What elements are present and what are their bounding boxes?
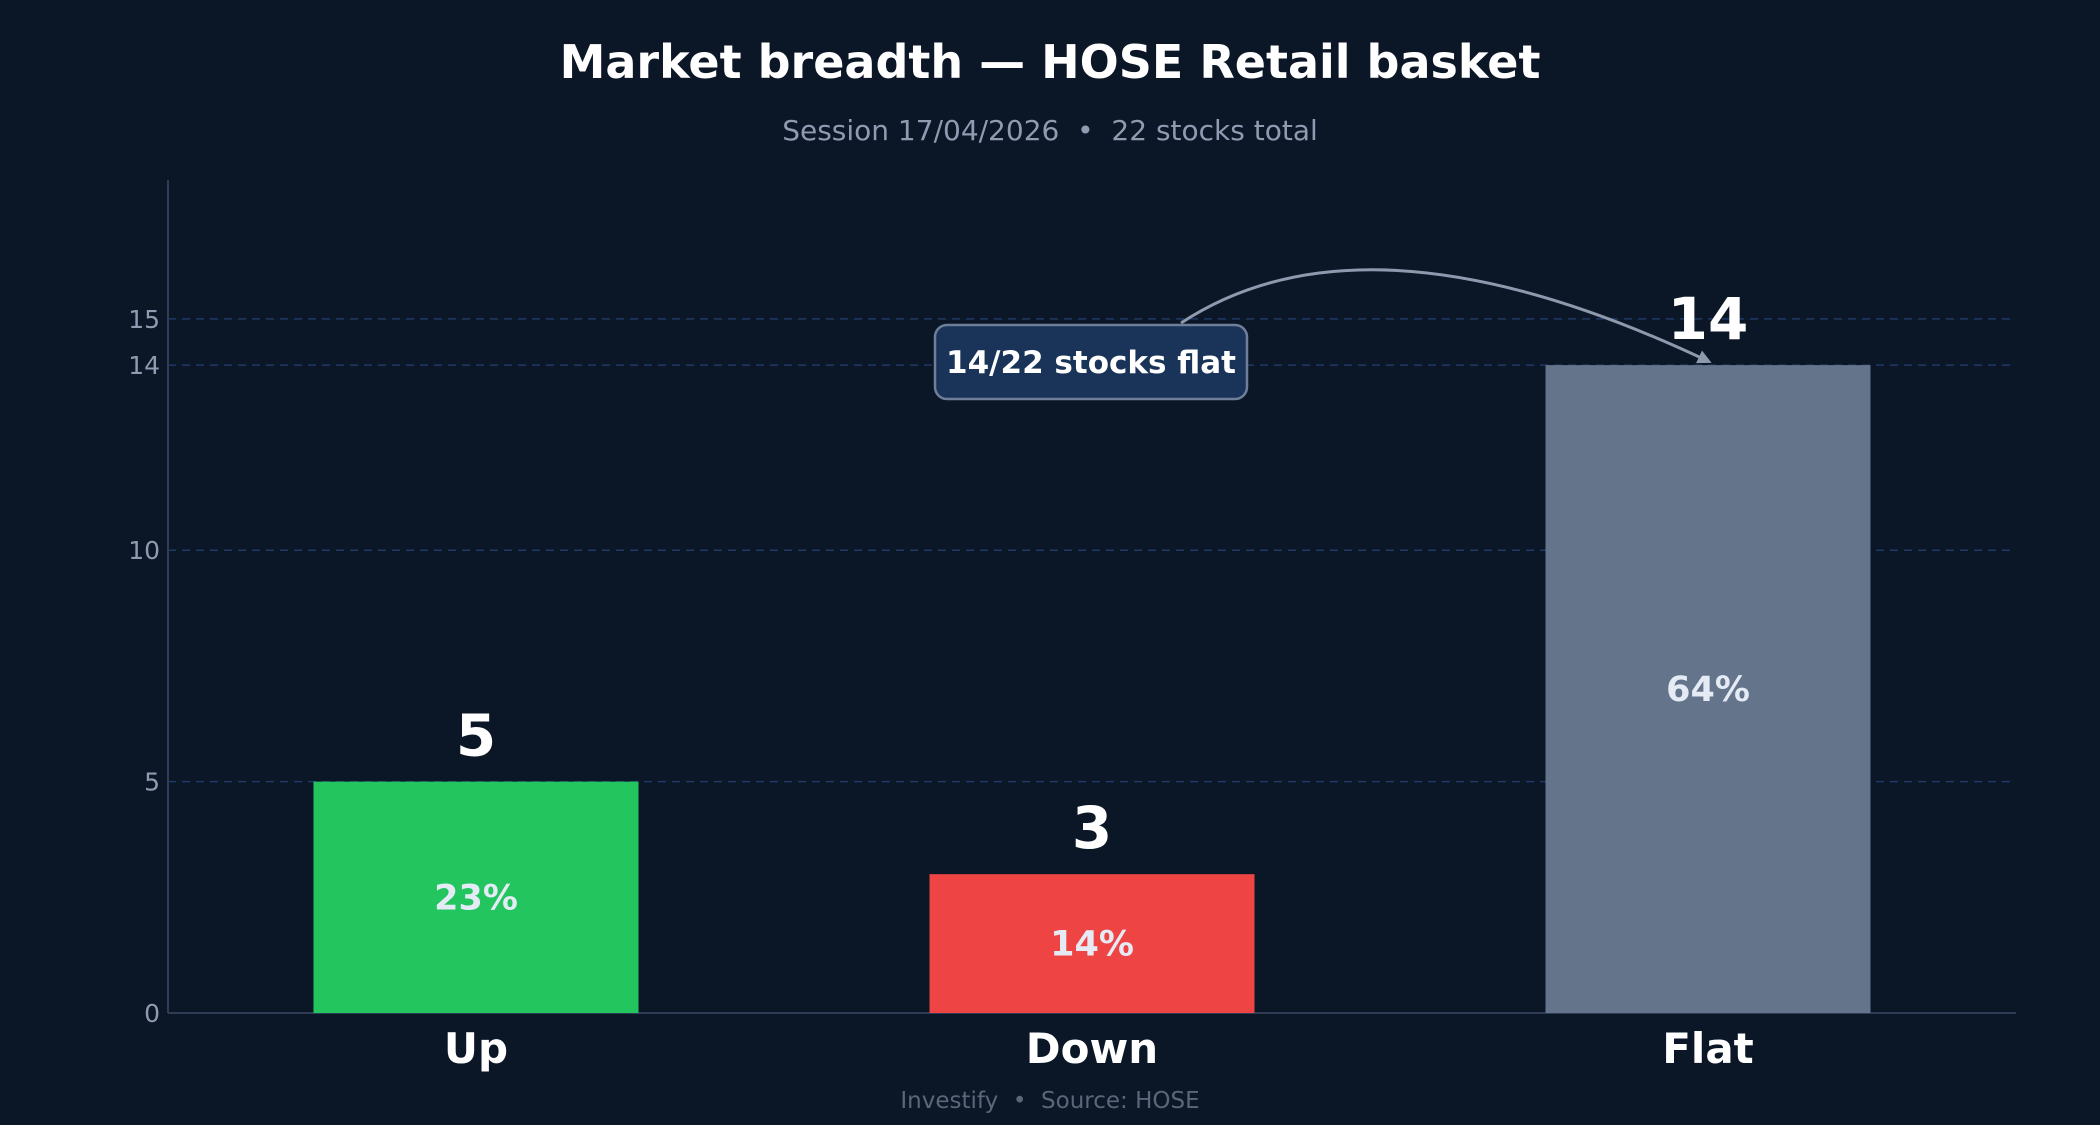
y-tick-label: 0 [144,999,160,1028]
chart-title: Market breadth — HOSE Retail basket [560,35,1541,89]
chart-subtitle: Session 17/04/2026 • 22 stocks total [782,114,1318,147]
value-label-down: 3 [1072,794,1112,862]
y-tick-label: 5 [144,768,160,797]
percent-label-flat: 64% [1666,670,1750,710]
annotation-box [933,323,1249,401]
bars: 5 23% 3 14% 14 64% [313,285,1871,1014]
percent-label-down: 14% [1050,925,1134,965]
value-label-flat: 14 [1668,285,1749,353]
percent-label-up: 23% [434,878,518,918]
bar-flat [1545,365,1871,1014]
bar-up [313,781,639,1013]
annotation-arrow [1180,268,1712,364]
category-label-down: Down [1026,1024,1158,1073]
chart-footer: Investify • Source: HOSE [900,1088,1199,1114]
value-label-up: 5 [456,702,496,770]
annotation-text: 14/22 stocks flat [946,345,1236,381]
category-label-flat: Flat [1662,1024,1754,1073]
y-tick-label: 15 [128,305,160,334]
bar-down [929,874,1255,1013]
y-tick-label: 14 [128,351,160,380]
y-tick-label: 10 [128,536,160,565]
annotation: 14/22 stocks flat [933,268,1712,401]
category-label-up: Up [444,1024,508,1073]
